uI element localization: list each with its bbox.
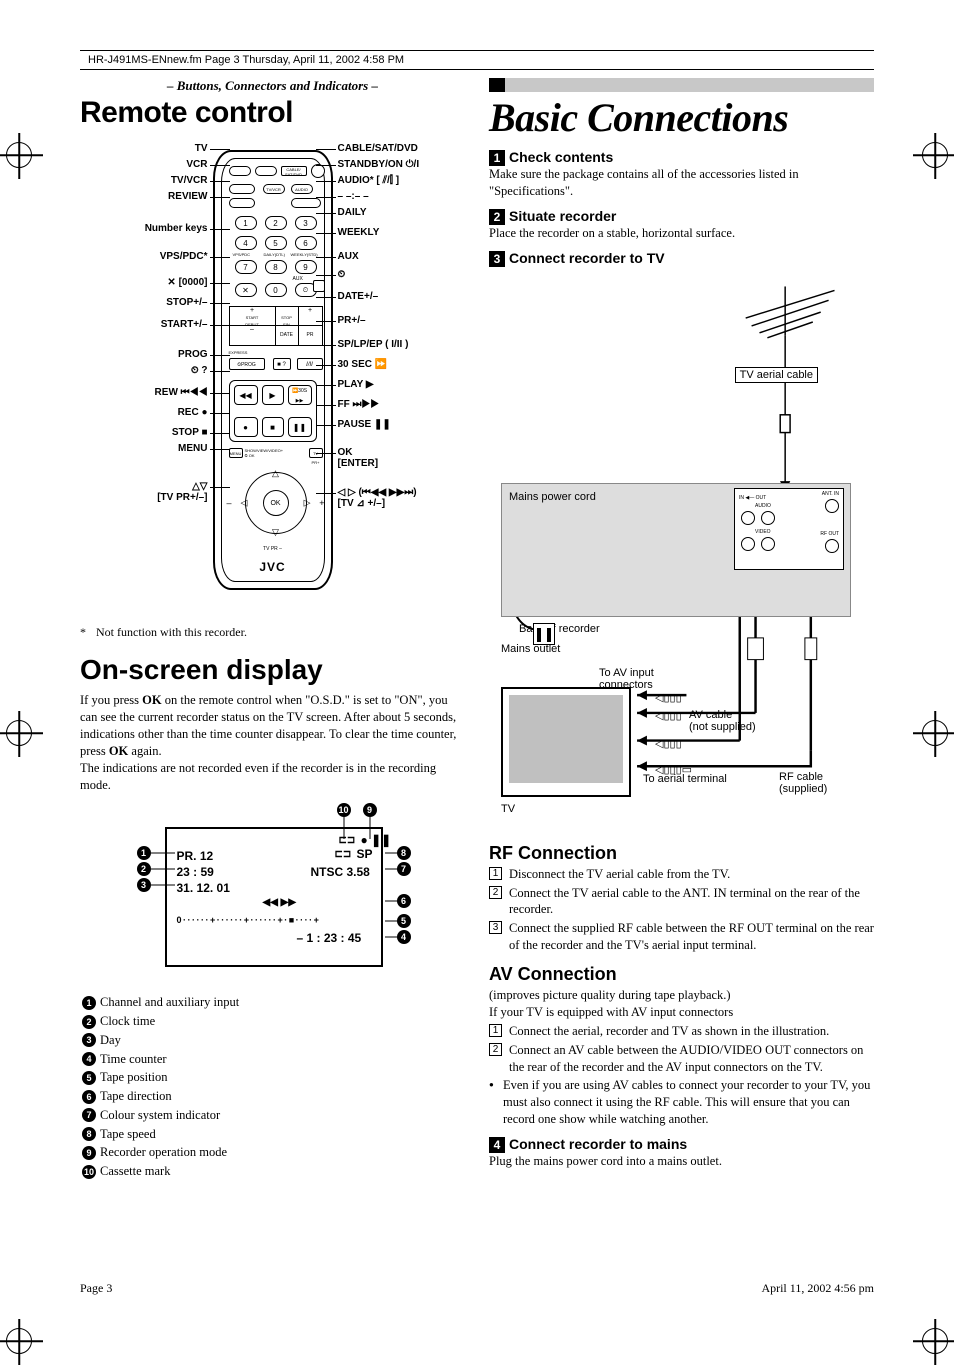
crop-mark [922, 720, 948, 746]
remote-label-left: STOP+/– [166, 297, 207, 308]
remote-label-right: – –:– – [338, 191, 369, 202]
remote-label-right: PLAY ▶ [338, 379, 374, 390]
av-intro-1: (improves picture quality during tape pl… [489, 987, 874, 1004]
remote-label-left: ⏲ ? [191, 365, 208, 376]
remote-label-right: CABLE/SAT/DVD [338, 143, 418, 154]
step-item: 2Connect an AV cable between the AUDIO/V… [489, 1042, 874, 1076]
av-note: Even if you are using AV cables to conne… [489, 1077, 874, 1128]
crop-mark [6, 1328, 32, 1354]
remote-diagram: CABLE/SAT/DVD TV/VCR AUDIO 1 2 3 4 5 6 V… [98, 138, 448, 618]
step-4-body: Plug the mains power cord into a mains o… [489, 1153, 874, 1170]
osd-legend-item: 9Recorder operation mode [82, 1143, 465, 1162]
remote-label-right: OK [ENTER] [338, 447, 379, 469]
remote-label-left: MENU [178, 443, 207, 454]
av-connection-title: AV Connection [489, 964, 874, 985]
osd-body: If you press OK on the remote control wh… [80, 692, 465, 793]
step-item: 1Connect the aerial, recorder and TV as … [489, 1023, 874, 1040]
osd-legend-item: 6Tape direction [82, 1087, 465, 1106]
step-item: 2Connect the TV aerial cable to the ANT.… [489, 885, 874, 919]
remote-label-right: WEEKLY [338, 227, 380, 238]
remote-label-right: DATE+/– [338, 291, 379, 302]
remote-label-left: REVIEW [168, 191, 207, 202]
title-bar [489, 78, 874, 92]
remote-label-right: AUX [338, 251, 359, 262]
recorder-box: ANT. IN IN ◀— OUT AUDIO RF OUT VIDEO [501, 483, 851, 617]
remote-label-right: STANDBY/ON ⏻/I [338, 159, 420, 170]
remote-label-right: ⏲ [338, 269, 346, 280]
crop-mark [6, 720, 32, 746]
remote-control-title: Remote control [80, 96, 465, 130]
osd-legend-item: 8Tape speed [82, 1125, 465, 1144]
step-4-heading: 4Connect recorder to mains [489, 1136, 874, 1153]
remote-brand: JVC [259, 560, 285, 574]
remote-label-left: PROG [178, 349, 207, 360]
page-body: – Buttons, Connectors and Indicators – R… [0, 78, 954, 1221]
osd-legend-item: 10Cassette mark [82, 1162, 465, 1181]
osd-legend-item: 1Channel and auxiliary input [82, 993, 465, 1012]
step-2-body: Place the recorder on a stable, horizont… [489, 225, 874, 242]
remote-label-left: VPS/PDC* [160, 251, 208, 262]
crop-mark [922, 1328, 948, 1354]
right-column: Basic Connections 1Check contents Make s… [489, 78, 874, 1181]
remote-label-right: PR+/– [338, 315, 366, 326]
rf-connection-title: RF Connection [489, 843, 874, 864]
remote-label-left: REW ⏮◀◀ [155, 387, 208, 398]
step-3-heading: 3Connect recorder to TV [489, 250, 874, 267]
step-item: 3Connect the supplied RF cable between t… [489, 920, 874, 954]
remote-label-right: 30 SEC ⏩ [338, 359, 388, 370]
footer-page: Page 3 [80, 1281, 112, 1296]
remote-label-right: AUDIO* [ ⫽/⫿ ] [338, 175, 400, 186]
remote-footnote: Not function with this recorder. [96, 624, 465, 640]
remote-label-left: ✕ [0000] [167, 277, 207, 288]
remote-body: CABLE/SAT/DVD TV/VCR AUDIO 1 2 3 4 5 6 V… [213, 150, 333, 590]
left-column: – Buttons, Connectors and Indicators – R… [80, 78, 465, 1181]
remote-label-right: FF ⏭▶▶ [338, 399, 380, 410]
connection-diagram: TV aerial cable ANT. IN IN ◀— OUT AUDIO … [489, 273, 874, 833]
remote-label-left: TV/VCR [171, 175, 208, 186]
av-steps: 1Connect the aerial, recorder and TV as … [489, 1023, 874, 1076]
tv-box [501, 687, 631, 797]
footer-date: April 11, 2002 4:56 pm [761, 1281, 874, 1296]
remote-label-left: △▽ [TV PR+/–] [157, 481, 207, 503]
osd-legend-item: 5Tape position [82, 1068, 465, 1087]
footer: Page 3 April 11, 2002 4:56 pm [0, 1221, 954, 1316]
remote-label-right: PAUSE ❚❚ [338, 419, 391, 430]
remote-label-left: REC ● [178, 407, 208, 418]
step-1-heading: 1Check contents [489, 149, 874, 166]
step-2-heading: 2Situate recorder [489, 208, 874, 225]
osd-title: On-screen display [80, 654, 465, 686]
crop-mark [6, 142, 32, 168]
section-label: – Buttons, Connectors and Indicators – [80, 78, 465, 94]
remote-label-right: SP/LP/EP ( I/II ) [338, 339, 409, 350]
step-item: 1Disconnect the TV aerial cable from the… [489, 866, 874, 883]
remote-label-left: TV [195, 143, 208, 154]
step-1-body: Make sure the package contains all of th… [489, 166, 874, 200]
av-intro-2: If your TV is equipped with AV input con… [489, 1004, 874, 1021]
rf-steps: 1Disconnect the TV aerial cable from the… [489, 866, 874, 954]
osd-legend-item: 3Day [82, 1031, 465, 1050]
osd-legend: 1Channel and auxiliary input2Clock time3… [82, 993, 465, 1181]
remote-label-right: DAILY [338, 207, 367, 218]
remote-label-left: VCR [186, 159, 207, 170]
remote-label-left: Number keys [145, 223, 208, 234]
basic-connections-title: Basic Connections [489, 94, 874, 141]
osd-legend-item: 2Clock time [82, 1012, 465, 1031]
osd-legend-item: 4Time counter [82, 1050, 465, 1069]
remote-label-right: ◁ ▷ (⏮◀◀ ▶▶⏭) [TV ⊿ +/–] [338, 487, 417, 509]
remote-label-left: STOP ■ [172, 427, 208, 438]
osd-legend-item: 7Colour system indicator [82, 1106, 465, 1125]
osd-diagram: 10 9 ⊏⊐ ● ❚❚ PR. 12 ⊏⊐ SP 23 : 59 [133, 803, 413, 983]
remote-label-left: START+/– [161, 319, 208, 330]
framemaker-header: HR-J491MS-ENnew.fm Page 3 Thursday, Apri… [80, 50, 874, 70]
crop-mark [922, 142, 948, 168]
